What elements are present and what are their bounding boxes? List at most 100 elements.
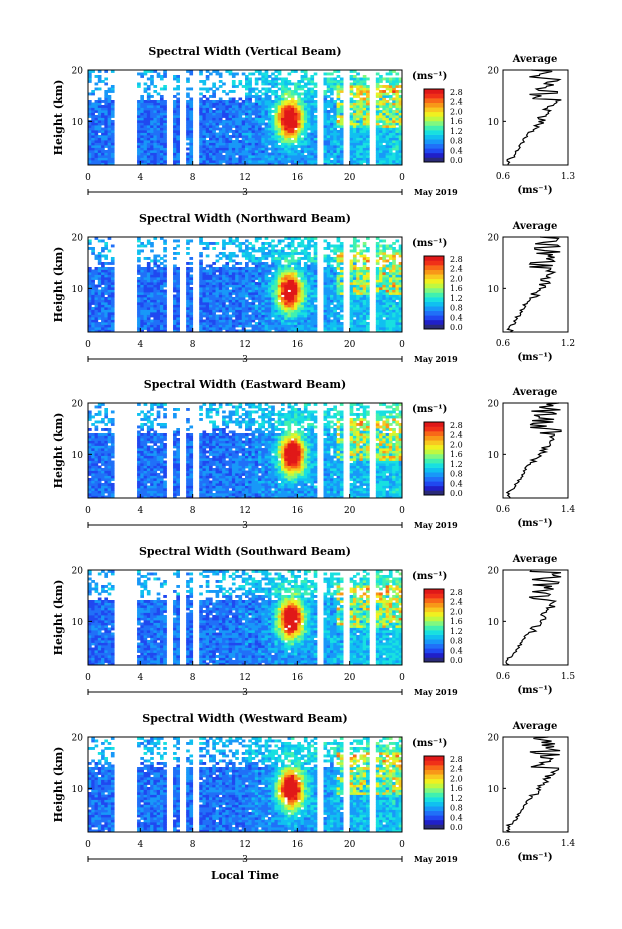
heatmap-cell — [323, 120, 328, 123]
heatmap-cell — [264, 112, 269, 116]
heatmap-cell — [267, 314, 272, 318]
heatmap-cell — [104, 120, 109, 123]
heatmap-cell — [349, 267, 354, 270]
heatmap-cell — [107, 105, 112, 108]
heatmap-cell — [88, 105, 92, 108]
heatmap-cell — [336, 87, 341, 91]
heatmap-cell — [362, 147, 367, 151]
heatmap-cell — [159, 110, 164, 113]
heatmap-cell — [225, 272, 230, 275]
heatmap-cell — [91, 297, 95, 300]
heatmap-cell — [297, 327, 301, 330]
heatmap-cell — [107, 90, 112, 93]
heatmap-cell — [231, 282, 236, 285]
heatmap-cell — [300, 105, 305, 108]
heatmap-cell — [303, 319, 308, 323]
heatmap-cell — [238, 112, 243, 116]
heatmap-cell — [101, 247, 105, 250]
heatmap-cell — [274, 317, 279, 320]
heatmap-cell — [189, 322, 194, 325]
heatmap-cell — [261, 322, 266, 325]
heatmap-cell — [385, 125, 390, 128]
heatmap-cell — [277, 327, 282, 330]
heatmap-cell — [189, 72, 194, 76]
heatmap-cell — [222, 254, 226, 258]
heatmap-cell — [271, 127, 275, 131]
heatmap-cell — [107, 125, 112, 128]
heatmap-cell — [137, 289, 141, 293]
heatmap-cell — [186, 324, 190, 328]
heatmap-cell — [300, 299, 305, 303]
heatmap-cell — [173, 127, 177, 131]
heatmap-cell — [385, 272, 390, 275]
heatmap-cell — [395, 279, 400, 283]
heatmap-cell — [205, 312, 210, 315]
heatmap-cell — [294, 294, 298, 298]
heatmap-cell — [267, 297, 272, 300]
heatmap-cell — [245, 102, 249, 106]
heatmap-cell — [107, 262, 112, 265]
heatmap-cell — [323, 314, 328, 318]
heatmap-cell — [251, 292, 256, 295]
heatmap-cell — [303, 309, 308, 313]
heatmap-cell — [339, 259, 344, 263]
heatmap-cell — [150, 135, 154, 138]
heatmap-cell — [280, 289, 285, 293]
heatmap-cell — [91, 127, 95, 131]
heatmap-cell — [379, 269, 383, 273]
heatmap-cell — [104, 105, 109, 108]
heatmap-cell — [218, 122, 223, 126]
heatmap-cell — [362, 244, 367, 248]
heatmap-cell — [209, 279, 213, 283]
heatmap-cell — [271, 247, 275, 250]
heatmap-cell — [333, 244, 337, 248]
heatmap-cell — [277, 282, 282, 285]
colorbar-segment — [424, 256, 444, 261]
heatmap-cell — [280, 87, 285, 91]
heatmap-cell — [218, 80, 223, 83]
heatmap-cell — [189, 299, 194, 303]
heatmap-cell — [143, 110, 148, 113]
heatmap-cell — [88, 307, 92, 310]
heatmap-cell — [290, 160, 295, 163]
heatmap-cell — [104, 292, 109, 295]
heatmap-cell — [215, 120, 220, 123]
heatmap-cell — [261, 287, 266, 290]
heatmap-cell — [231, 117, 236, 121]
heatmap-cell — [163, 147, 167, 151]
panel-title: Spectral Width (Eastward Beam) — [144, 378, 346, 391]
heatmap-cell — [140, 100, 144, 103]
heatmap-cell — [205, 90, 210, 93]
heatmap-cell — [290, 297, 295, 300]
heatmap-cell — [297, 140, 301, 143]
heatmap-cell — [303, 122, 308, 126]
heatmap-cell — [231, 269, 236, 273]
heatmap-cell — [107, 327, 112, 330]
heatmap-cell — [137, 269, 141, 273]
heatmap-cell — [349, 309, 354, 313]
heatmap-cell — [359, 112, 364, 116]
heatmap-cell — [218, 135, 223, 138]
heatmap-cell — [290, 277, 295, 280]
heatmap-cell — [254, 297, 259, 300]
heatmap-cell — [140, 150, 144, 153]
heatmap-cell — [277, 287, 282, 290]
heatmap-cell — [382, 110, 387, 113]
heatmap-cell — [248, 92, 252, 96]
heatmap-cell — [212, 100, 216, 103]
heatmap-cell — [186, 292, 190, 295]
x-tick-label: 4 — [137, 340, 143, 350]
heatmap-cell — [88, 110, 92, 113]
heatmap-cell — [101, 110, 105, 113]
heatmap-cell — [228, 237, 233, 240]
x-tick-label: 4 — [137, 173, 143, 183]
heatmap-cell — [140, 127, 144, 131]
heatmap-cell — [140, 75, 144, 78]
heatmap-cell — [110, 289, 115, 293]
heatmap-cell — [352, 112, 357, 116]
heatmap-cell — [333, 252, 337, 255]
heatmap-cell — [264, 150, 269, 153]
heatmap-cell — [225, 289, 230, 293]
heatmap-cell — [248, 157, 252, 161]
heatmap-cell — [251, 150, 256, 153]
